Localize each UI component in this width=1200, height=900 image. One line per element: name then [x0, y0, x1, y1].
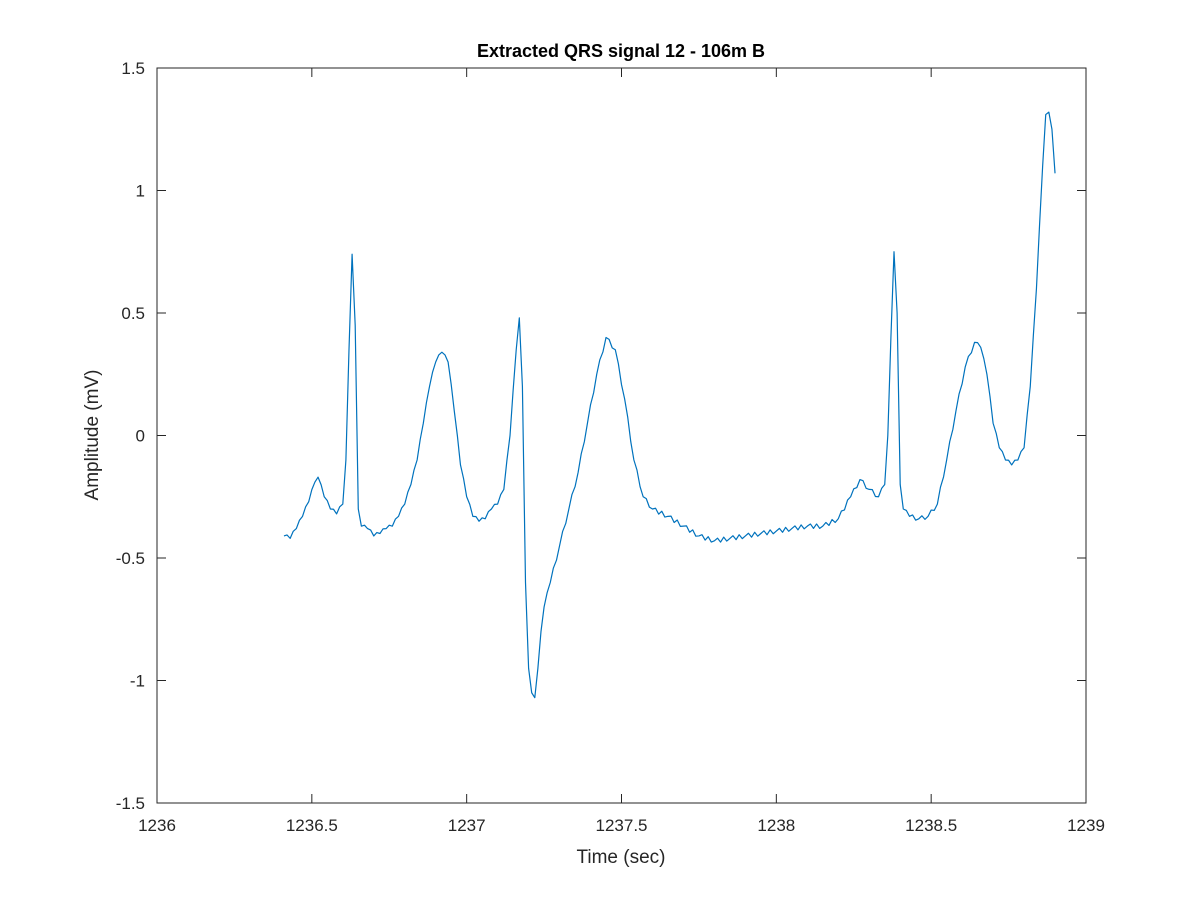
y-tick-label: -0.5 [116, 549, 145, 568]
x-tick-label: 1238.5 [905, 816, 957, 835]
x-tick-label: 1237.5 [596, 816, 648, 835]
y-tick-label: 1 [136, 182, 145, 201]
chart-title: Extracted QRS signal 12 - 106m B [477, 41, 765, 61]
y-axis-label: Amplitude (mV) [82, 370, 103, 501]
x-tick-label: 1236 [138, 816, 176, 835]
y-tick-label: 1.5 [121, 59, 145, 78]
x-tick-label: 1236.5 [286, 816, 338, 835]
signal-line [283, 111, 1056, 699]
y-tick-label: 0.5 [121, 304, 145, 323]
x-tick-label: 1239 [1067, 816, 1105, 835]
y-tick-label: -1.5 [116, 794, 145, 813]
x-axis-label: Time (sec) [576, 847, 665, 868]
y-tick-label: 0 [136, 427, 145, 446]
y-tick-label: -1 [130, 672, 145, 691]
tick-labels: 1236 1236.5 1237 1237.5 1238 1238.5 1239 -1.5 -1… [116, 59, 1105, 835]
x-tick-label: 1238 [757, 816, 795, 835]
axes-box [156, 67, 1087, 804]
plot-area [157, 68, 1086, 803]
x-tick-label: 1237 [448, 816, 486, 835]
